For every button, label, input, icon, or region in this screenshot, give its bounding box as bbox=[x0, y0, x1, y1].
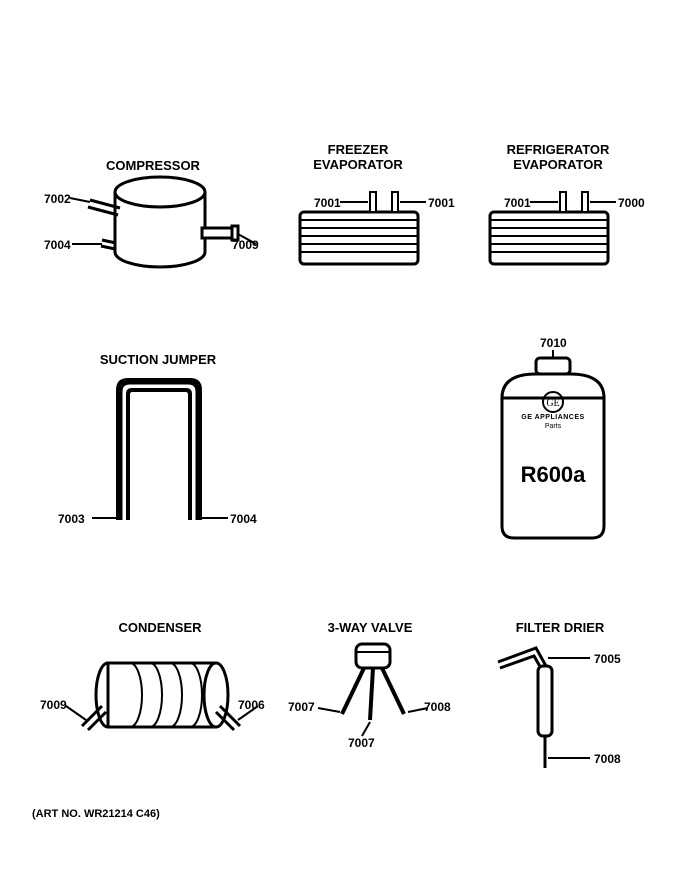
compressor-svg bbox=[60, 170, 260, 290]
art-number: (ART NO. WR21214 C46) bbox=[32, 808, 160, 820]
refrigerant-callout-7010: 7010 bbox=[540, 336, 567, 350]
freezer-evap-title: FREEZER EVAPORATOR bbox=[293, 142, 423, 172]
refrig-evap-svg bbox=[470, 180, 630, 280]
refrigerant-can-svg: GE bbox=[478, 350, 628, 550]
suction-jumper-callout-right: 7004 bbox=[230, 512, 257, 526]
compressor-callout-7009: 7009 bbox=[232, 238, 259, 252]
freezer-evap-callout-left: 7001 bbox=[314, 196, 341, 210]
refrigerant-brand: GE APPLIANCES bbox=[478, 414, 628, 421]
parts-diagram: COMPRESSOR 7002 7004 7009 FREEZER EVAPOR… bbox=[0, 0, 680, 880]
freezer-evap-svg bbox=[280, 180, 440, 280]
suction-jumper-callout-left: 7003 bbox=[58, 512, 85, 526]
refrig-evap-callout-right: 7000 bbox=[618, 196, 645, 210]
valve-callout-right: 7008 bbox=[424, 700, 451, 714]
refrig-evap-callout-left: 7001 bbox=[504, 196, 531, 210]
refrigerant-label: R600a bbox=[478, 462, 628, 488]
compressor-callout-7004: 7004 bbox=[44, 238, 71, 252]
condenser-svg bbox=[60, 640, 260, 750]
three-way-valve-svg bbox=[300, 636, 450, 756]
filter-drier-callout-bottom: 7008 bbox=[594, 752, 621, 766]
compressor-callout-7002: 7002 bbox=[44, 192, 71, 206]
filter-drier-title: FILTER DRIER bbox=[500, 620, 620, 635]
refrigerant-brand-sub: Parts bbox=[478, 423, 628, 430]
suction-jumper-title: SUCTION JUMPER bbox=[78, 352, 238, 367]
refrig-evap-title: REFRIGERATOR EVAPORATOR bbox=[478, 142, 638, 172]
three-way-valve-title: 3-WAY VALVE bbox=[310, 620, 430, 635]
svg-text:GE: GE bbox=[546, 398, 559, 409]
valve-callout-bottom: 7007 bbox=[348, 736, 375, 750]
condenser-callout-right: 7006 bbox=[238, 698, 265, 712]
suction-jumper-svg-2 bbox=[80, 370, 240, 530]
freezer-evap-callout-right: 7001 bbox=[428, 196, 455, 210]
condenser-title: CONDENSER bbox=[100, 620, 220, 635]
condenser-callout-left: 7009 bbox=[40, 698, 67, 712]
valve-callout-left: 7007 bbox=[288, 700, 315, 714]
filter-drier-callout-top: 7005 bbox=[594, 652, 621, 666]
